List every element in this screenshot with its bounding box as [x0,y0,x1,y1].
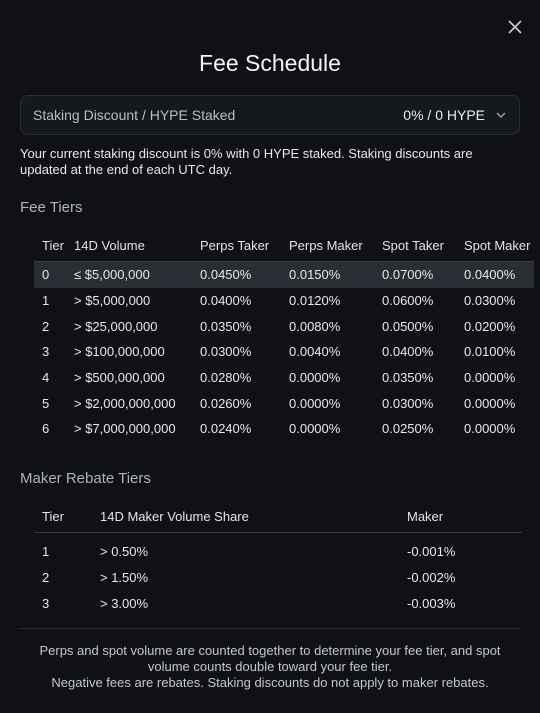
perps-taker-cell: 0.0400% [200,293,252,309]
table-row: 0 ≤ $5,000,000 0.0450% 0.0150% 0.0700% 0… [34,261,534,288]
perps-taker-cell: 0.0450% [200,261,289,288]
maker-cell: -0.002% [407,570,456,586]
col-header-perps-taker: Perps Taker [200,237,270,253]
table-row: 4 > $500,000,000 0.0280% 0.0000% 0.0350%… [34,365,534,391]
tier-cell: 1 [42,293,50,309]
col-header-maker-volume-share: 14D Maker Volume Share [100,508,249,524]
staking-select-label: Staking Discount / HYPE Staked [33,107,236,123]
tier-cell: 5 [42,395,50,411]
tier-cell: 0 [34,261,74,288]
spot-taker-cell: 0.0300% [382,395,434,411]
share-cell: > 0.50% [100,544,149,560]
volume-cell: > $500,000,000 [74,370,165,386]
tier-cell: 2 [42,570,50,586]
volume-cell: > $5,000,000 [74,293,151,309]
col-header-14d-volume: 14D Volume [74,237,145,253]
spot-maker-cell: 0.0000% [464,370,516,386]
perps-maker-cell: 0.0150% [289,261,382,288]
volume-cell: > $2,000,000,000 [74,395,176,411]
col-header-tier: Tier [42,237,64,253]
spot-maker-cell: 0.0000% [464,421,516,437]
col-header-perps-maker: Perps Maker [289,237,363,253]
volume-cell: > $100,000,000 [74,344,165,360]
table-row: 5 > $2,000,000,000 0.0260% 0.0000% 0.030… [34,390,534,416]
spot-taker-cell: 0.0400% [382,344,434,360]
fee-tiers-table: Tier 14D Volume Perps Taker Perps Maker … [34,229,534,442]
share-cell: > 3.00% [100,595,149,611]
perps-maker-cell: 0.0080% [289,318,341,334]
col-header-maker: Maker [407,508,444,524]
perps-taker-cell: 0.0280% [200,370,252,386]
maker-cell: -0.001% [407,544,456,560]
fee-tiers-heading: Fee Tiers [20,199,83,216]
table-row: 1 > $5,000,000 0.0400% 0.0120% 0.0600% 0… [34,288,534,314]
table-row: 6 > $7,000,000,000 0.0240% 0.0000% 0.025… [34,416,534,442]
col-header-spot-maker: Spot Maker [464,237,531,253]
spot-maker-cell: 0.0000% [464,395,516,411]
maker-rebate-table: Tier 14D Maker Volume Share Maker 1 > 0.… [34,500,522,616]
volume-cell: > $7,000,000,000 [74,421,176,437]
spot-taker-cell: 0.0600% [382,293,434,309]
footer-note: Perps and spot volume are counted togeth… [20,628,520,691]
perps-taker-cell: 0.0300% [200,344,252,360]
spot-taker-cell: 0.0700% [382,261,464,288]
tier-cell: 1 [42,544,50,560]
fee-tiers-header-row: Tier 14D Volume Perps Taker Perps Maker … [34,229,534,262]
footer-line-2: Negative fees are rebates. Staking disco… [51,675,489,690]
tier-cell: 6 [42,421,50,437]
spot-maker-cell: 0.0100% [464,344,516,360]
table-row: 3 > 3.00% -0.003% [34,590,522,616]
perps-maker-cell: 0.0040% [289,344,341,360]
perps-taker-cell: 0.0350% [200,318,252,334]
table-row: 2 > $25,000,000 0.0350% 0.0080% 0.0500% … [34,313,534,339]
perps-maker-cell: 0.0000% [289,370,341,386]
tier-cell: 3 [42,344,50,360]
table-row: 1 > 0.50% -0.001% [34,533,522,565]
perps-taker-cell: 0.0240% [200,421,252,437]
chevron-down-icon [496,112,506,118]
col-header-tier: Tier [42,508,64,524]
tier-cell: 3 [42,595,50,611]
volume-cell: > $25,000,000 [74,318,158,334]
close-icon[interactable] [506,18,524,36]
spot-taker-cell: 0.0350% [382,370,434,386]
staking-note: Your current staking discount is 0% with… [20,146,473,177]
spot-maker-cell: 0.0400% [464,261,534,288]
modal-title: Fee Schedule [199,50,341,76]
spot-taker-cell: 0.0250% [382,421,434,437]
tier-cell: 4 [42,370,50,386]
tier-cell: 2 [42,318,50,334]
maker-rebate-heading: Maker Rebate Tiers [20,470,151,487]
perps-maker-cell: 0.0000% [289,421,341,437]
perps-maker-cell: 0.0120% [289,293,341,309]
perps-maker-cell: 0.0000% [289,395,341,411]
col-header-spot-taker: Spot Taker [382,237,444,253]
spot-taker-cell: 0.0500% [382,318,434,334]
maker-cell: -0.003% [407,595,456,611]
staking-select-value: 0% / 0 HYPE [403,107,485,123]
volume-cell: ≤ $5,000,000 [74,261,200,288]
table-row: 3 > $100,000,000 0.0300% 0.0040% 0.0400%… [34,339,534,365]
spot-maker-cell: 0.0300% [464,293,516,309]
table-row: 2 > 1.50% -0.002% [34,565,522,591]
maker-rebate-header-row: Tier 14D Maker Volume Share Maker [34,500,522,533]
footer-line-1: Perps and spot volume are counted togeth… [39,643,501,674]
perps-taker-cell: 0.0260% [200,395,252,411]
staking-discount-select[interactable]: Staking Discount / HYPE Staked 0% / 0 HY… [20,95,520,135]
share-cell: > 1.50% [100,570,149,586]
spot-maker-cell: 0.0200% [464,318,516,334]
